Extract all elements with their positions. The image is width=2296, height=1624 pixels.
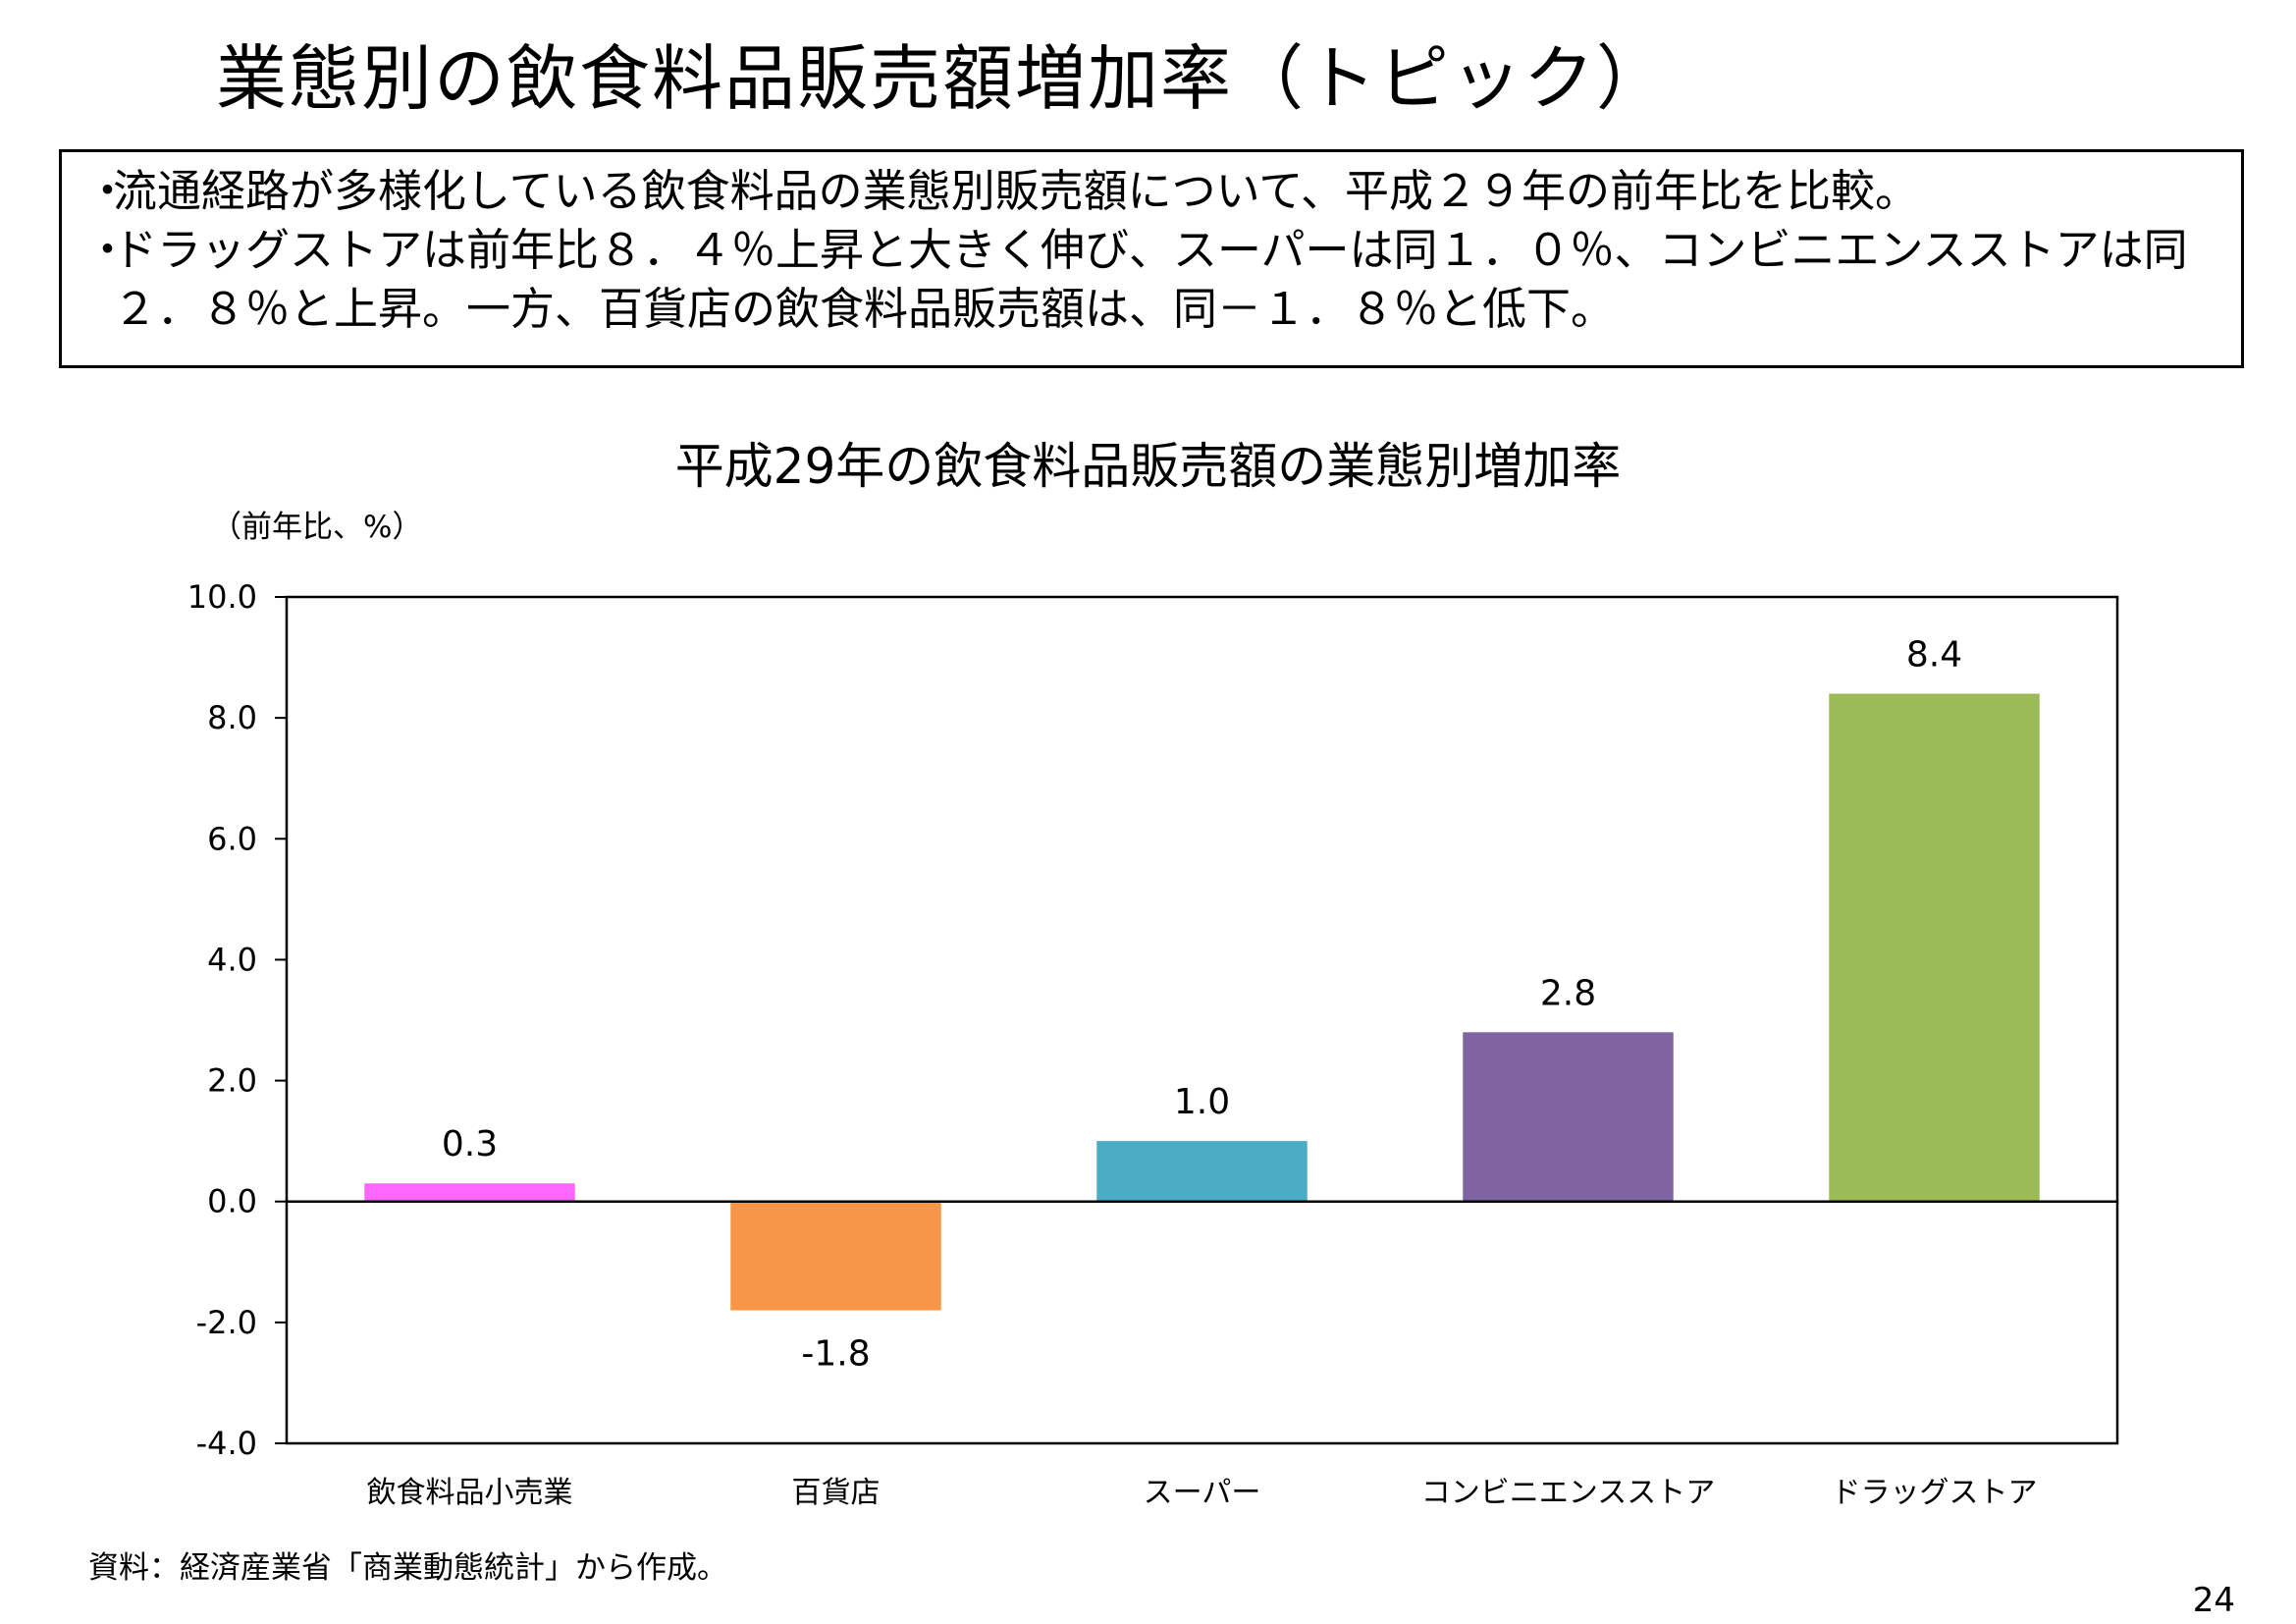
data-label: 0.3 [442,1124,498,1164]
category-label: 飲食料品小売業 [367,1476,573,1510]
y-tick-label: 0.0 [207,1183,257,1220]
chart-title: 平成29年の飲食料品販売額の業態別増加率 [674,438,1622,495]
bar [1096,1141,1308,1202]
source-note: 資料：経済産業省「商業動態統計」から作成。 [88,1550,727,1586]
bullet-marker: ・ [85,224,131,276]
page-title: 業態別の飲食料品販売額増加率（トピック） [215,37,1669,120]
y-tick-label: 10.0 [187,578,257,616]
y-tick-label: 2.0 [207,1062,257,1100]
y-tick-label: 6.0 [207,820,257,857]
summary-bullet-text: 流通経路が多様化している飲食料品の業態別販売額について、平成２９年の前年比を比較… [113,165,1920,217]
data-label: 8.4 [1906,635,1962,676]
summary-bullet-1: ・ 流通経路が多様化している飲食料品の業態別販売額について、平成２９年の前年比を… [80,162,2223,221]
bar-series [364,693,2040,1311]
bar [1829,693,2040,1202]
bar [364,1183,575,1202]
data-label: -1.8 [801,1334,870,1375]
bar [1463,1032,1674,1202]
summary-bullet-text: ドラッグストアは前年比８．４％上昇と大きく伸び、スーパーは同１．０％、コンビニエ… [113,224,2188,335]
summary-box: ・ 流通経路が多様化している飲食料品の業態別販売額について、平成２９年の前年比を… [59,149,2244,368]
category-label: コンビニエンスストア [1421,1476,1715,1510]
category-label: 百貨店 [792,1476,881,1510]
data-labels: 0.3 -1.8 1.0 2.8 8.4 [442,635,1962,1375]
category-label: ドラッグストア [1832,1476,2038,1510]
plot-frame [285,595,2119,1445]
y-axis: -4.0 -2.0 0.0 2.0 4.0 6.0 8.0 10.0 [187,578,287,1462]
data-label: 2.8 [1540,973,1596,1013]
bar [730,1201,941,1311]
data-label: 1.0 [1174,1082,1230,1122]
x-axis: 飲食料品小売業 百貨店 スーパー コンビニエンスストア ドラッグストア [367,1476,2038,1510]
y-tick-label: 8.0 [207,699,257,736]
page-number: 24 [2192,1581,2235,1620]
summary-bullet-2: ・ ドラッグストアは前年比８．４％上昇と大きく伸び、スーパーは同１．０％、コンビ… [80,221,2223,339]
y-axis-unit-label: （前年比、%） [211,510,423,545]
category-label: スーパー [1144,1476,1261,1510]
plot-border [285,595,2119,1445]
y-tick-label: -2.0 [196,1304,257,1341]
bullet-marker: ・ [85,165,131,217]
y-tick-label: 4.0 [207,941,257,978]
y-tick-label: -4.0 [196,1425,257,1462]
